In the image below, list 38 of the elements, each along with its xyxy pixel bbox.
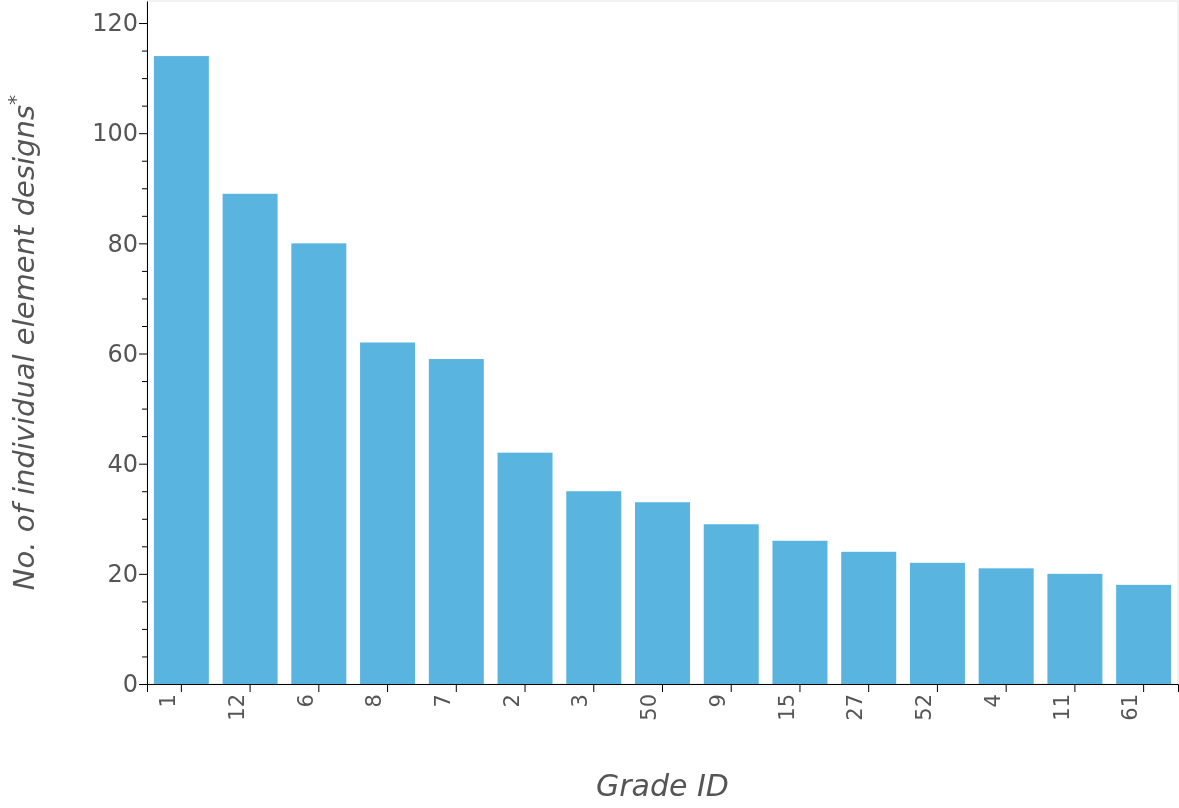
x-tick-label: 7 bbox=[431, 694, 455, 708]
bar bbox=[635, 502, 690, 684]
x-tick-label: 15 bbox=[774, 694, 799, 721]
bar bbox=[978, 568, 1034, 684]
bar bbox=[291, 243, 347, 684]
x-tick-label: 50 bbox=[637, 694, 662, 721]
x-tick-label: 2 bbox=[499, 694, 524, 708]
x-tick-label: 8 bbox=[362, 694, 387, 708]
bar bbox=[909, 562, 965, 684]
y-tick-label: 120 bbox=[92, 9, 138, 38]
bar bbox=[428, 359, 484, 684]
x-tick-label: 9 bbox=[705, 694, 730, 708]
bar bbox=[1116, 584, 1172, 684]
x-tick-label: 61 bbox=[1118, 694, 1143, 721]
bar bbox=[222, 193, 278, 684]
x-tick-label: 3 bbox=[568, 694, 593, 708]
x-tick-label: 4 bbox=[980, 694, 1005, 708]
y-tick-label: 40 bbox=[107, 449, 138, 478]
x-tick-label: 11 bbox=[1049, 694, 1074, 721]
y-tick-label: 80 bbox=[107, 229, 138, 258]
x-tick-label: 6 bbox=[293, 694, 318, 708]
x-tick-label: 27 bbox=[843, 694, 868, 721]
bar bbox=[772, 540, 828, 684]
bar bbox=[153, 56, 209, 684]
bar bbox=[703, 524, 759, 684]
bar bbox=[841, 551, 897, 684]
x-tick-label: 12 bbox=[224, 694, 249, 721]
x-tick-label: 52 bbox=[912, 694, 937, 721]
y-tick-label: 0 bbox=[122, 670, 138, 699]
y-tick-label: 20 bbox=[107, 560, 138, 589]
bar bbox=[497, 452, 553, 684]
y-tick-label: 60 bbox=[107, 339, 138, 368]
bar bbox=[1047, 573, 1103, 684]
y-tick-label: 100 bbox=[92, 119, 138, 148]
bar bbox=[566, 491, 622, 684]
x-tick-label: 1 bbox=[156, 694, 181, 708]
x-axis-title: Grade ID bbox=[596, 768, 729, 803]
bar bbox=[360, 342, 416, 684]
